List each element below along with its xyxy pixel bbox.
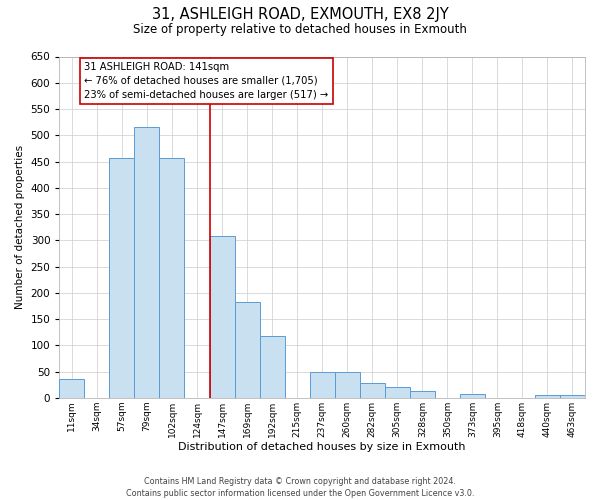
Bar [535,395,560,398]
Bar [160,158,184,398]
Bar [134,128,160,398]
X-axis label: Distribution of detached houses by size in Exmouth: Distribution of detached houses by size … [178,442,466,452]
Text: Contains HM Land Registry data © Crown copyright and database right 2024.
Contai: Contains HM Land Registry data © Crown c… [126,476,474,498]
Bar [385,388,410,398]
Y-axis label: Number of detached properties: Number of detached properties [15,145,25,309]
Bar [310,372,335,398]
Bar [209,236,235,398]
Bar [335,372,360,398]
Bar [109,158,134,398]
Text: Size of property relative to detached houses in Exmouth: Size of property relative to detached ho… [133,22,467,36]
Bar [460,394,485,398]
Bar [560,395,585,398]
Bar [260,336,284,398]
Bar [410,392,435,398]
Text: 31 ASHLEIGH ROAD: 141sqm
← 76% of detached houses are smaller (1,705)
23% of sem: 31 ASHLEIGH ROAD: 141sqm ← 76% of detach… [85,62,329,100]
Bar [360,383,385,398]
Bar [59,380,85,398]
Text: 31, ASHLEIGH ROAD, EXMOUTH, EX8 2JY: 31, ASHLEIGH ROAD, EXMOUTH, EX8 2JY [152,8,448,22]
Bar [235,302,260,398]
